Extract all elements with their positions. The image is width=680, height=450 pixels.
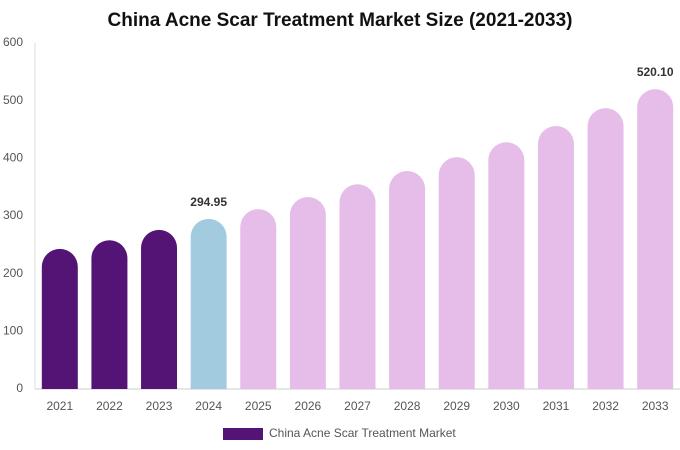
bar xyxy=(339,184,376,389)
x-tick-label: 2029 xyxy=(443,399,470,413)
chart-title: China Acne Scar Treatment Market Size (2… xyxy=(108,10,573,31)
x-tick-label: 2027 xyxy=(344,399,371,413)
bar xyxy=(240,209,277,389)
y-tick-label: 300 xyxy=(3,208,23,222)
legend-label: China Acne Scar Treatment Market xyxy=(269,426,456,440)
y-tick-label: 600 xyxy=(3,35,23,49)
data-label: 294.95 xyxy=(190,195,227,209)
y-tick-label: 0 xyxy=(16,381,23,395)
x-tick-label: 2030 xyxy=(493,399,520,413)
data-label: 520.10 xyxy=(637,65,674,79)
bar xyxy=(141,229,178,389)
x-tick-label: 2033 xyxy=(642,399,669,413)
x-tick-label: 2028 xyxy=(394,399,421,413)
y-tick-label: 200 xyxy=(3,266,23,280)
bar xyxy=(289,196,326,389)
legend-swatch xyxy=(223,428,263,440)
x-tick-label: 2025 xyxy=(245,399,272,413)
bar xyxy=(537,126,574,390)
x-tick-label: 2024 xyxy=(195,399,222,413)
bar xyxy=(637,89,674,389)
bar xyxy=(587,108,624,389)
bar xyxy=(91,240,128,389)
x-tick-label: 2026 xyxy=(295,399,322,413)
bar xyxy=(438,157,475,389)
bar xyxy=(190,218,227,389)
x-tick-label: 2021 xyxy=(46,399,73,413)
x-tick-label: 2031 xyxy=(543,399,570,413)
x-tick-label: 2023 xyxy=(146,399,173,413)
y-tick-label: 500 xyxy=(3,93,23,107)
bar xyxy=(41,248,78,389)
bar xyxy=(488,142,525,389)
x-tick-label: 2032 xyxy=(592,399,619,413)
x-tick-label: 2022 xyxy=(96,399,123,413)
y-tick-label: 100 xyxy=(3,324,23,338)
y-tick-label: 400 xyxy=(3,151,23,165)
bar xyxy=(389,171,426,389)
